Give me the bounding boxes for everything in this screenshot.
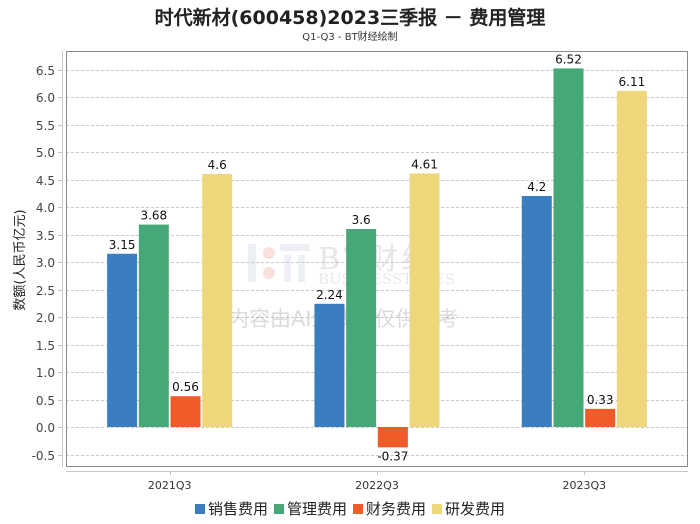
data-label: 6.11 <box>619 75 646 89</box>
data-label: 0.33 <box>587 393 614 407</box>
bar <box>202 174 233 427</box>
y-tick-label: 3.5 <box>36 229 55 243</box>
y-tick-label: -0.5 <box>32 449 55 463</box>
y-tick-label: 1.5 <box>36 339 55 353</box>
legend-label: 研发费用 <box>445 500 506 518</box>
y-tick-label: 2.5 <box>36 284 55 298</box>
gridlines <box>66 70 688 456</box>
y-tick-label: 6.5 <box>36 64 55 78</box>
plot-frame <box>66 51 688 467</box>
data-label: 4.2 <box>527 180 546 194</box>
legend: 销售费用 管理费用 财务费用 研发费用 <box>0 498 700 519</box>
bar <box>107 253 138 427</box>
legend-swatch-icon <box>353 504 363 514</box>
bar <box>138 224 169 427</box>
data-label: 6.52 <box>555 52 582 66</box>
y-tick-label: 1.0 <box>36 366 55 380</box>
legend-item: 销售费用 <box>194 498 268 519</box>
y-tick-label: 6.0 <box>36 91 55 105</box>
data-labels: 3.15 3.68 0.56 4.6 2.24 3.6 -0.37 4.61 4.2 6.52 0.… <box>109 52 645 463</box>
data-label: 3.6 <box>352 213 371 227</box>
bar <box>616 90 647 427</box>
bar <box>585 408 616 427</box>
x-tick-label: 2023Q3 <box>563 479 607 492</box>
bar <box>521 196 552 427</box>
data-label: 0.56 <box>172 380 199 394</box>
y-tick-label: 3.0 <box>36 256 55 270</box>
y-tick-label: 0.5 <box>36 394 55 408</box>
legend-swatch-icon <box>273 504 284 514</box>
y-tick-label: 2.0 <box>36 311 55 325</box>
y-tick-label: 4.0 <box>36 201 55 215</box>
bar <box>314 303 345 427</box>
watermark-logo-icon <box>248 244 310 282</box>
y-tick-label: 4.5 <box>36 174 55 188</box>
bar <box>409 173 440 427</box>
data-label: -0.37 <box>377 449 408 463</box>
bars <box>107 68 647 448</box>
bar <box>553 68 584 428</box>
bar <box>170 396 201 427</box>
data-label: 3.15 <box>109 238 136 252</box>
chart-subtitle: Q1-Q3 - BT财经绘制 <box>302 32 398 43</box>
y-axis-label: 数额(人民币亿元) <box>13 209 28 310</box>
data-label: 4.61 <box>411 157 438 171</box>
y-tick-label: 5.5 <box>36 119 55 133</box>
x-tick-label: 2021Q3 <box>148 479 192 492</box>
y-tick-label: 0.0 <box>36 421 55 435</box>
legend-item: 管理费用 <box>273 498 347 519</box>
data-label: 2.24 <box>316 288 343 302</box>
x-axis-ticks: 2021Q3 2022Q3 2023Q3 <box>148 471 606 492</box>
legend-swatch-icon <box>194 504 205 514</box>
legend-label: 销售费用 <box>207 500 268 518</box>
bar <box>377 427 408 448</box>
chart-title: 时代新材(600458)2023三季报 － 费用管理 <box>154 7 546 29</box>
bar <box>346 229 377 427</box>
legend-swatch-icon <box>432 504 443 514</box>
legend-label: 管理费用 <box>286 500 347 518</box>
y-axis-ticks: -0.5 0.0 0.5 1.0 1.5 2.0 2.5 3.0 3.5 4.0 4.5 5.0 5.5… <box>32 64 62 463</box>
x-tick-label: 2022Q3 <box>355 479 399 492</box>
legend-item: 财务费用 <box>353 498 426 519</box>
data-label: 4.6 <box>208 158 227 172</box>
y-tick-label: 5.0 <box>36 146 55 160</box>
legend-label: 财务费用 <box>366 500 427 518</box>
data-label: 3.68 <box>140 209 167 223</box>
legend-item: 研发费用 <box>432 498 505 519</box>
